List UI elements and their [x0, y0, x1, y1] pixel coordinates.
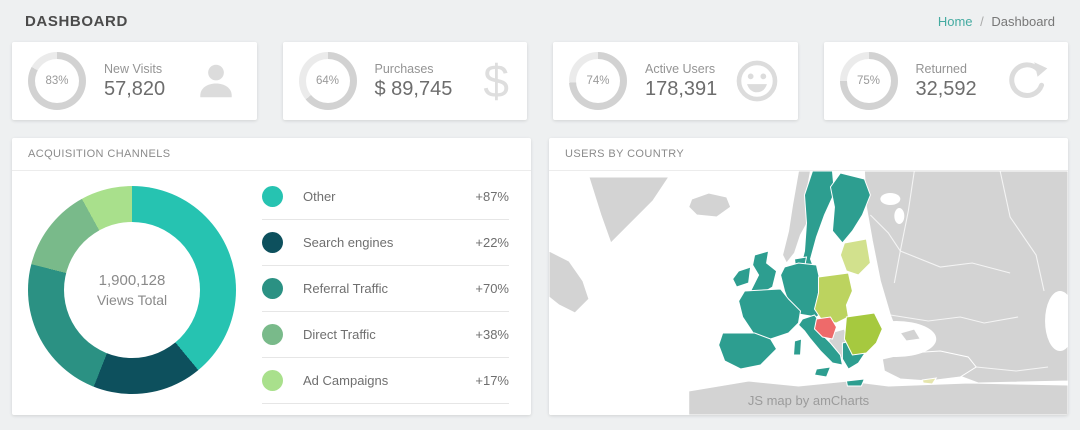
stat-label: Purchases — [374, 61, 434, 76]
smiley-icon — [734, 58, 780, 104]
stat-value: $ 89,745 — [374, 77, 453, 100]
legend-item-referral-traffic[interactable]: Referral Traffic +70% — [262, 266, 509, 312]
user-icon — [193, 58, 239, 104]
legend-label: Ad Campaigns — [303, 373, 389, 388]
europe-map-svg — [549, 171, 1068, 415]
breadcrumb-current: Dashboard — [991, 14, 1055, 29]
progress-ring-value: 83% — [35, 59, 79, 103]
legend-swatch — [262, 278, 283, 299]
stat-cards-row: 83% New Visits 57,820 64% Purchases $ 89… — [12, 42, 1068, 120]
map-border-line — [893, 171, 915, 284]
acquisition-channels-panel: ACQUISITION CHANNELS 1,900,128 Views Tot… — [12, 138, 531, 415]
refresh-icon — [1004, 58, 1050, 104]
map-border-line — [999, 171, 1045, 292]
stat-card-new-visits: 83% New Visits 57,820 — [12, 42, 257, 120]
legend-item-direct-traffic[interactable]: Direct Traffic +38% — [262, 312, 509, 358]
stat-value: 178,391 — [645, 77, 718, 100]
map-region-france[interactable] — [738, 288, 802, 340]
map-region-cyprus[interactable] — [921, 377, 938, 385]
map-region-crimea — [899, 328, 922, 342]
map-lake — [894, 208, 905, 224]
dollar-icon: $ — [483, 55, 509, 107]
donut-total-label: Views Total — [96, 292, 168, 308]
map-panel-title: USERS BY COUNTRY — [565, 148, 685, 160]
legend-swatch — [262, 186, 283, 207]
stat-card-purchases: 64% Purchases $ 89,745 $ — [282, 42, 527, 120]
stat-label: New Visits — [104, 61, 163, 76]
panels-row: ACQUISITION CHANNELS 1,900,128 Views Tot… — [12, 138, 1068, 415]
legend-label: Search engines — [303, 235, 394, 250]
stat-value: 32,592 — [915, 77, 977, 100]
map-border-line — [869, 214, 1011, 274]
breadcrumb-home-link[interactable]: Home — [937, 14, 973, 29]
progress-ring-value: 64% — [305, 59, 350, 103]
map-region-crete[interactable] — [845, 378, 866, 387]
stat-card-active-users: 74% Active Users 178,391 — [553, 42, 798, 120]
map-region-sardinia[interactable] — [792, 338, 803, 356]
page-title: DASHBOARD — [25, 13, 128, 30]
map-region-north-africa — [688, 380, 1068, 415]
map-region-turkey[interactable] — [881, 350, 977, 382]
legend-swatch — [262, 324, 283, 345]
acquisition-panel-title: ACQUISITION CHANNELS — [28, 148, 171, 160]
stat-value: 57,820 — [104, 77, 166, 100]
legend-value: +70% — [475, 281, 509, 296]
map-region-iceland — [688, 192, 732, 218]
legend-label: Other — [303, 189, 336, 204]
europe-map: JS map by amCharts — [549, 171, 1068, 415]
progress-ring: 64% — [298, 52, 357, 110]
legend-label: Direct Traffic — [303, 327, 376, 342]
map-region-baltics[interactable] — [839, 238, 871, 276]
breadcrumb-separator: / — [980, 14, 984, 29]
page-header: DASHBOARD Home / Dashboard — [0, 0, 1080, 38]
progress-ring: 75% — [839, 52, 898, 110]
legend-value: +17% — [475, 373, 509, 388]
legend-item-other[interactable]: Other +87% — [262, 174, 509, 220]
map-border-line — [890, 314, 1019, 324]
donut-center: 1,900,128 Views Total — [64, 222, 200, 358]
legend-item-ad-campaigns[interactable]: Ad Campaigns +17% — [262, 358, 509, 404]
breadcrumb: Home / Dashboard — [938, 14, 1055, 29]
legend-value: +38% — [475, 327, 509, 342]
map-region-ireland[interactable] — [732, 266, 752, 288]
map-border-line — [976, 366, 1049, 372]
stat-label: Active Users — [645, 61, 716, 76]
legend-item-search-engines[interactable]: Search engines +22% — [262, 220, 509, 266]
stat-label: Returned — [915, 61, 967, 76]
legend-label: Referral Traffic — [303, 281, 389, 296]
map-region-greenland — [588, 176, 670, 244]
map-caspian-sea — [1045, 291, 1068, 351]
map-region-iberia[interactable] — [718, 332, 778, 370]
map-region-labrador — [549, 250, 590, 314]
map-region-finland[interactable] — [829, 172, 871, 244]
stat-card-returned: 75% Returned 32,592 — [823, 42, 1068, 120]
legend-swatch — [262, 370, 283, 391]
progress-ring: 74% — [569, 52, 627, 110]
users-by-country-panel: USERS BY COUNTRY — [549, 138, 1068, 415]
donut-total-value: 1,900,128 — [98, 272, 166, 289]
progress-ring-value: 75% — [846, 59, 891, 103]
map-region-romania-bulgaria[interactable] — [843, 312, 883, 356]
map-white-sea — [880, 193, 901, 205]
progress-ring-value: 74% — [576, 59, 620, 103]
legend-value: +87% — [475, 189, 509, 204]
map-region-croatia[interactable] — [813, 316, 837, 340]
donut-legend: Other +87% Search engines +22% Referral … — [262, 174, 509, 415]
legend-value: +22% — [475, 235, 509, 250]
progress-ring: 83% — [28, 52, 86, 110]
legend-swatch — [262, 232, 283, 253]
map-region-poland-central[interactable] — [813, 272, 853, 324]
map-region-sicily[interactable] — [813, 366, 832, 378]
